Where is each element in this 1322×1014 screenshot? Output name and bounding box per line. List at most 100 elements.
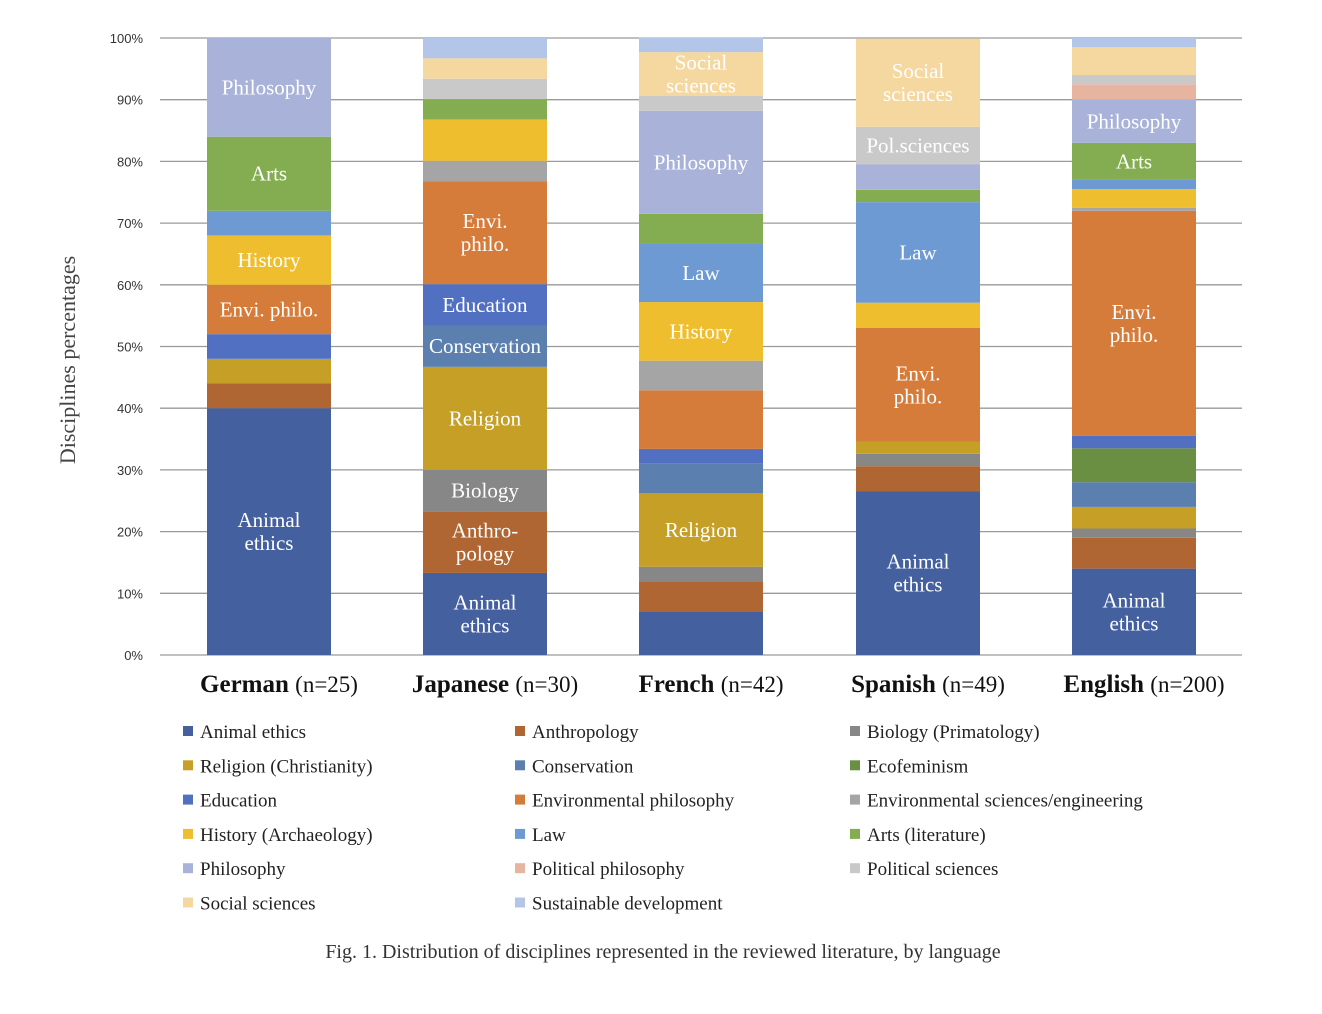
bar-segment-religion-christianity	[207, 358, 331, 384]
segment-label: Anthro-pology	[452, 519, 519, 566]
bar-segment-religion-christianity	[1072, 506, 1196, 529]
legend-label: Biology (Primatology)	[867, 722, 1040, 743]
bar-segment-environmental-philosophy	[856, 327, 980, 442]
y-axis-label: Disciplines percentages	[55, 256, 80, 464]
y-axis-ticks: 0% 10% 20% 30% 40% 50% 60% 70% 80% 90% 100%	[110, 31, 144, 663]
bar-segment-political-sciences	[639, 95, 763, 111]
bar-segment-arts-literature	[856, 189, 980, 203]
bar-segment-law	[856, 202, 980, 303]
legend-swatch	[850, 726, 860, 736]
legend-label: Anthropology	[532, 722, 639, 743]
legend-item: Arts (literature)	[850, 825, 986, 846]
segment-label: Pol.sciences	[866, 134, 969, 158]
segment-label: Animal ethics	[887, 550, 950, 597]
segment-label: Envi. philo.	[220, 297, 319, 321]
y-tick-label: 90%	[117, 93, 143, 108]
bar-segment-education	[1072, 435, 1196, 449]
legend-swatch	[515, 794, 525, 805]
legend-item: Biology (Primatology)	[850, 722, 1040, 743]
segment-label: Animal ethics	[454, 590, 517, 637]
bar-segment-education	[639, 448, 763, 464]
bar-english: Animal ethics Envi. philo. Arts Philosophy	[1072, 38, 1196, 655]
y-tick-label: 40%	[117, 401, 143, 416]
legend-label: Law	[532, 825, 566, 846]
segment-label: Law	[682, 261, 720, 285]
y-tick-label: 100%	[110, 31, 144, 46]
bar-segment-philosophy	[207, 38, 331, 137]
segment-label: History	[670, 319, 734, 343]
legend-label: Religion (Christianity)	[200, 756, 373, 777]
segment-label: Arts	[1116, 149, 1152, 173]
legend-label: Environmental philosophy	[532, 791, 735, 812]
legend-label: Philosophy	[200, 859, 286, 880]
segment-label: Envi. philo.	[894, 361, 942, 408]
bar-segment-environmental-sciences-engineering	[639, 360, 763, 391]
bar-french: Religion History Law Philosophy Social scienc…	[639, 37, 763, 655]
legend-item: History (Archaeology)	[183, 825, 373, 846]
bar-segment-biology-primatology	[1072, 528, 1196, 538]
legend-item: Law	[515, 825, 566, 846]
bar-segment-animal-ethics	[639, 611, 763, 655]
y-tick-label: 70%	[117, 216, 143, 231]
legend-item: Conservation	[515, 756, 634, 777]
x-tick-label: French (n=42)	[639, 671, 784, 698]
bar-segment-animal-ethics	[423, 572, 547, 655]
legend-label: Arts (literature)	[867, 825, 986, 846]
bar-segment-arts-literature	[1072, 142, 1196, 180]
bar-segment-philosophy	[639, 110, 763, 214]
legend-swatch	[183, 726, 193, 736]
legend-swatch	[850, 794, 860, 805]
x-axis-labels: German (n=25) Japanese (n=30) French (n=42…	[200, 671, 1225, 698]
bar-segment-biology-primatology	[423, 469, 547, 512]
bar-segment-environmental-sciences-engineering	[1072, 207, 1196, 211]
x-tick-label: Spanish (n=49)	[851, 671, 1005, 698]
segment-label: Law	[899, 240, 937, 264]
y-tick-label: 30%	[117, 463, 143, 478]
legend-label: Sustainable development	[532, 894, 723, 915]
legend-item: Philosophy	[183, 859, 286, 880]
bar-segment-law	[1072, 179, 1196, 190]
bar-segment-anthropology	[1072, 537, 1196, 569]
bar-segment-philosophy	[856, 164, 980, 190]
bar-segment-social-sciences	[1072, 47, 1196, 76]
bar-segment-animal-ethics	[207, 408, 331, 655]
bar-segment-conservation	[423, 325, 547, 367]
bar-segment-history-archaeology	[207, 235, 331, 285]
bar-segment-anthropology	[423, 511, 547, 573]
bar-segment-education	[207, 334, 331, 359]
bar-segment-environmental-philosophy	[423, 181, 547, 285]
bar-segment-anthropology	[856, 466, 980, 492]
legend-item: Environmental sciences/engineering	[850, 791, 1143, 812]
legend-item: Education	[183, 791, 278, 812]
legend-swatch	[183, 794, 193, 805]
y-tick-label: 20%	[117, 525, 143, 540]
segment-label: Philosophy	[654, 150, 749, 174]
legend-item: Religion (Christianity)	[183, 756, 373, 777]
segment-label: Religion	[665, 518, 738, 542]
legend-label: Social sciences	[200, 894, 316, 915]
legend-item: Sustainable development	[515, 894, 723, 915]
legend-label: Animal ethics	[200, 722, 306, 743]
legend-item: Ecofeminism	[850, 756, 969, 777]
legend-item: Political philosophy	[515, 859, 685, 880]
x-tick-label: English (n=200)	[1063, 671, 1224, 698]
segment-label: Animal ethics	[1103, 588, 1166, 635]
bar-segment-arts-literature	[639, 213, 763, 244]
y-tick-label: 0%	[124, 648, 143, 663]
legend-swatch	[183, 863, 193, 874]
legend-label: Ecofeminism	[867, 756, 969, 777]
legend: Animal ethics Anthropology Biology (Primat…	[183, 722, 1143, 915]
legend-swatch	[183, 760, 193, 771]
legend-swatch	[515, 760, 525, 771]
legend-label: Political philosophy	[532, 859, 685, 880]
bar-segment-biology-primatology	[856, 453, 980, 467]
legend-label: Environmental sciences/engineering	[867, 791, 1143, 812]
legend-swatch	[183, 897, 193, 908]
bar-segment-philosophy	[1072, 99, 1196, 143]
y-tick-label: 80%	[117, 154, 143, 169]
bar-segment-history-archaeology	[1072, 189, 1196, 208]
legend-label: Conservation	[532, 756, 634, 777]
bar-segment-social-sciences	[856, 38, 980, 127]
bar-segment-environmental-philosophy	[1072, 210, 1196, 436]
